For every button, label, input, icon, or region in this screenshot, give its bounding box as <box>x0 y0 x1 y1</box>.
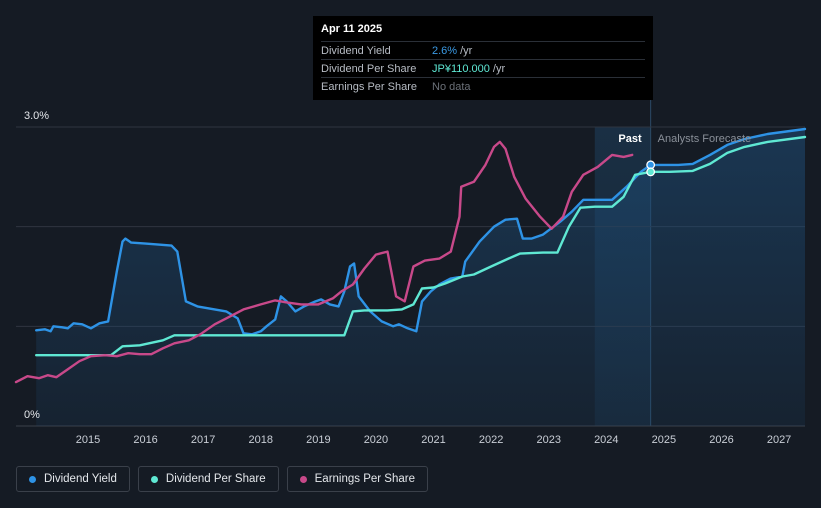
dividend-per-share-marker <box>646 167 656 177</box>
legend-dot-icon <box>150 475 158 483</box>
x-tick-label: 2024 <box>594 434 618 446</box>
x-tick-label: 2025 <box>652 434 676 446</box>
legend-label: Dividend Yield <box>44 473 117 485</box>
legend: Dividend Yield Dividend Per Share Earnin… <box>16 466 428 492</box>
tooltip-date: Apr 11 2025 <box>321 23 383 35</box>
x-tick-label: 2021 <box>421 434 445 446</box>
legend-label: Dividend Per Share <box>165 473 266 485</box>
legend-dot-icon <box>299 475 307 483</box>
x-tick-label: 2023 <box>536 434 560 446</box>
y-tick-label: 3.0% <box>24 110 49 122</box>
legend-dot-icon <box>29 475 36 483</box>
x-tick-label: 2022 <box>479 434 503 446</box>
tooltip-value: JP¥110.000 <box>432 62 490 75</box>
dividend-yield-area <box>36 129 805 426</box>
tooltip-value: 2.6% <box>432 44 458 57</box>
past-label: Past <box>618 133 642 145</box>
tooltip: Apr 11 2025 Dividend Yield 2.6% /yr Divi… <box>313 16 653 100</box>
x-tick-label: 2015 <box>76 434 100 446</box>
tooltip-unit: /yr <box>460 44 473 57</box>
y-tick-label: 0% <box>24 409 40 421</box>
legend-item-dividend-yield[interactable]: Dividend Yield <box>16 466 130 492</box>
legend-label: Earnings Per Share <box>314 473 415 485</box>
tooltip-value: No data <box>432 80 471 93</box>
tooltip-unit: /yr <box>492 62 506 75</box>
dividend-per-share-line <box>35 135 807 357</box>
x-tick-label: 2019 <box>306 434 330 446</box>
x-tick-label: 2026 <box>709 434 733 446</box>
legend-item-earnings-per-share[interactable]: Earnings Per Share <box>286 466 428 492</box>
x-tick-label: 2027 <box>767 434 791 446</box>
forecast-label: Analysts Forecaste <box>658 133 752 145</box>
tooltip-row-dividend-yield: Dividend Yield 2.6% /yr <box>321 41 645 59</box>
legend-item-dividend-per-share[interactable]: Dividend Per Share <box>137 466 279 492</box>
x-tick-label: 2016 <box>133 434 157 446</box>
tooltip-label: Dividend Yield <box>321 44 391 57</box>
tooltip-row-dividend-per-share: Dividend Per Share JP¥110.000 /yr <box>321 59 645 77</box>
dividend-yield-line <box>35 127 807 336</box>
x-tick-label: 2017 <box>191 434 215 446</box>
x-tick-label: 2018 <box>249 434 273 446</box>
tooltip-row-earnings-per-share: Earnings Per Share No data <box>321 77 645 95</box>
tooltip-label: Dividend Per Share <box>321 62 417 75</box>
x-tick-label: 2020 <box>364 434 388 446</box>
tooltip-label: Earnings Per Share <box>321 80 417 93</box>
earnings-per-share-line <box>14 140 634 384</box>
